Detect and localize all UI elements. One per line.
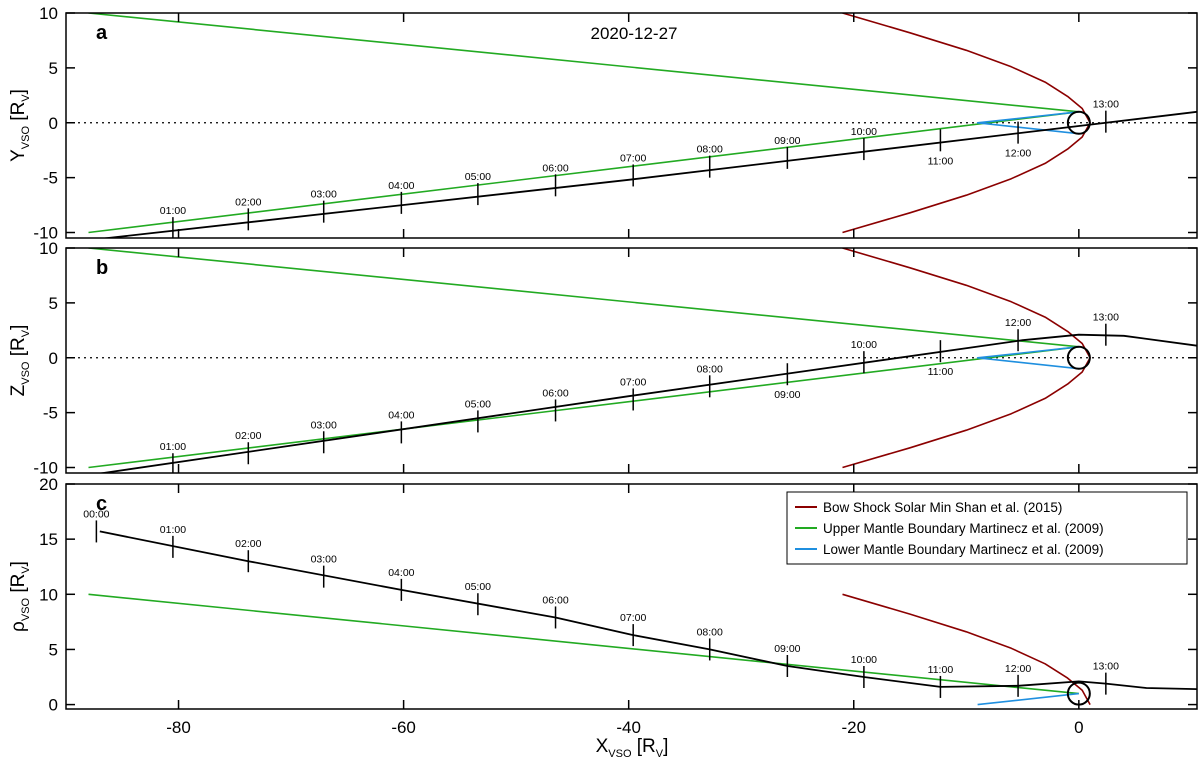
legend-box <box>786 491 1188 565</box>
time-label: 09:00 <box>774 135 800 147</box>
time-label: 04:00 <box>388 567 414 579</box>
plot-area <box>88 520 1197 706</box>
venus-circle <box>1066 110 1091 135</box>
time-label: 06:00 <box>542 387 568 399</box>
time-label: 05:00 <box>465 581 491 593</box>
time-label: 10:00 <box>851 126 877 138</box>
plot-frame <box>65 247 1198 474</box>
y-tick-label: 10 <box>39 239 58 258</box>
time-label: 07:00 <box>620 376 646 388</box>
time-label: 06:00 <box>542 162 568 174</box>
y-tick-label: 0 <box>49 696 58 715</box>
y-tick-label: -10 <box>33 459 58 478</box>
venus-circle <box>1066 345 1091 370</box>
y-axis-title: YVSO [RV] <box>8 89 32 162</box>
time-label: 05:00 <box>465 398 491 410</box>
x-axis-title: XVSO [RV] <box>596 736 669 760</box>
plot-frame <box>65 12 1198 239</box>
y-tick-label: -5 <box>43 404 58 423</box>
x-tick-label: 0 <box>1074 718 1083 737</box>
time-label: 04:00 <box>388 409 414 421</box>
time-label: 04:00 <box>388 180 414 192</box>
time-label: 02:00 <box>235 430 261 442</box>
time-label: 13:00 <box>1093 312 1119 324</box>
panel-c: 00:00 01:00 02:00 03:00 04:00 05:00 06:00 07:00… <box>8 475 1198 760</box>
series-trajectory <box>100 110 1197 238</box>
y-tick-label: 10 <box>39 4 58 23</box>
time-label: 13:00 <box>1093 661 1119 673</box>
y-tick-label: 5 <box>49 59 58 78</box>
time-label: 11:00 <box>928 155 954 167</box>
time-label: 11:00 <box>928 664 954 676</box>
x-tick-label: -40 <box>616 718 641 737</box>
panel-label: a <box>96 22 108 44</box>
y-tick-label: 5 <box>49 294 58 313</box>
time-label: 08:00 <box>697 363 723 375</box>
series-lower-mantle-boundary-martinecz-et-al-2009 <box>977 692 1079 706</box>
time-label: 03:00 <box>311 189 337 201</box>
series-lower-mantle-boundary-martinecz-et-al-2009 <box>976 346 1079 370</box>
panel-label: b <box>96 257 108 279</box>
time-label: 01:00 <box>160 524 186 536</box>
series-bow-shock-solar-min-shan-et-al-2015 <box>842 593 1091 705</box>
time-label: 01:00 <box>160 205 186 217</box>
time-label: 03:00 <box>311 419 337 431</box>
time-label: 12:00 <box>1005 317 1031 329</box>
panel-label: c <box>96 493 107 515</box>
plot-area <box>66 248 1197 473</box>
x-tick-label: -20 <box>841 718 866 737</box>
panel-a: 01:00 02:00 03:00 04:00 05:00 06:00 07:00 08:00… <box>8 4 1198 243</box>
legend-entry: Lower Mantle Boundary Martinecz et al. (… <box>823 542 1104 557</box>
y-axis-title: ρVSO [RV] <box>8 561 32 632</box>
y-tick-label: 5 <box>49 640 58 659</box>
time-label: 11:00 <box>928 366 954 378</box>
plot-frame <box>65 483 1198 710</box>
time-label: 03:00 <box>311 554 337 566</box>
time-label: 00:00 <box>83 508 109 520</box>
x-tick-label: -80 <box>166 718 191 737</box>
y-tick-label: 0 <box>49 114 58 133</box>
legend: Bow Shock Solar Min Shan et al. (2015) Up… <box>786 491 1188 565</box>
date-label: 2020-12-27 <box>591 24 678 43</box>
legend-entry: Bow Shock Solar Min Shan et al. (2015) <box>823 500 1062 515</box>
time-label: 08:00 <box>697 144 723 156</box>
y-tick-label: 20 <box>39 475 58 494</box>
panel-b: 01:00 02:00 03:00 04:00 05:00 06:00 07:00 08:00… <box>8 239 1198 478</box>
time-label: 09:00 <box>774 389 800 401</box>
time-label: 07:00 <box>620 152 646 164</box>
time-label: 13:00 <box>1093 99 1119 111</box>
time-label: 09:00 <box>774 643 800 655</box>
y-axis-title: ZVSO [RV] <box>8 325 32 397</box>
time-label: 12:00 <box>1005 663 1031 675</box>
series-upper-mantle-boundary-martinecz-et-al-2009 <box>88 593 1079 695</box>
legend-entry: Upper Mantle Boundary Martinecz et al. (… <box>823 521 1104 536</box>
y-tick-label: 10 <box>39 585 58 604</box>
time-label: 01:00 <box>160 441 186 453</box>
plot-area <box>66 13 1197 238</box>
y-tick-label: 0 <box>49 349 58 368</box>
time-label: 10:00 <box>851 339 877 351</box>
time-label: 07:00 <box>620 612 646 624</box>
y-tick-label: 15 <box>39 530 58 549</box>
series-trajectory <box>99 530 1197 690</box>
x-tick-label: -60 <box>391 718 416 737</box>
time-label: 02:00 <box>235 196 261 208</box>
time-label: 05:00 <box>465 171 491 183</box>
series-trajectory <box>97 333 1197 473</box>
time-label: 08:00 <box>697 626 723 638</box>
time-label: 10:00 <box>851 654 877 666</box>
y-tick-label: -5 <box>43 169 58 188</box>
time-label: 02:00 <box>235 538 261 550</box>
time-label: 12:00 <box>1005 148 1031 160</box>
y-tick-label: -10 <box>33 224 58 243</box>
time-label: 06:00 <box>542 594 568 606</box>
